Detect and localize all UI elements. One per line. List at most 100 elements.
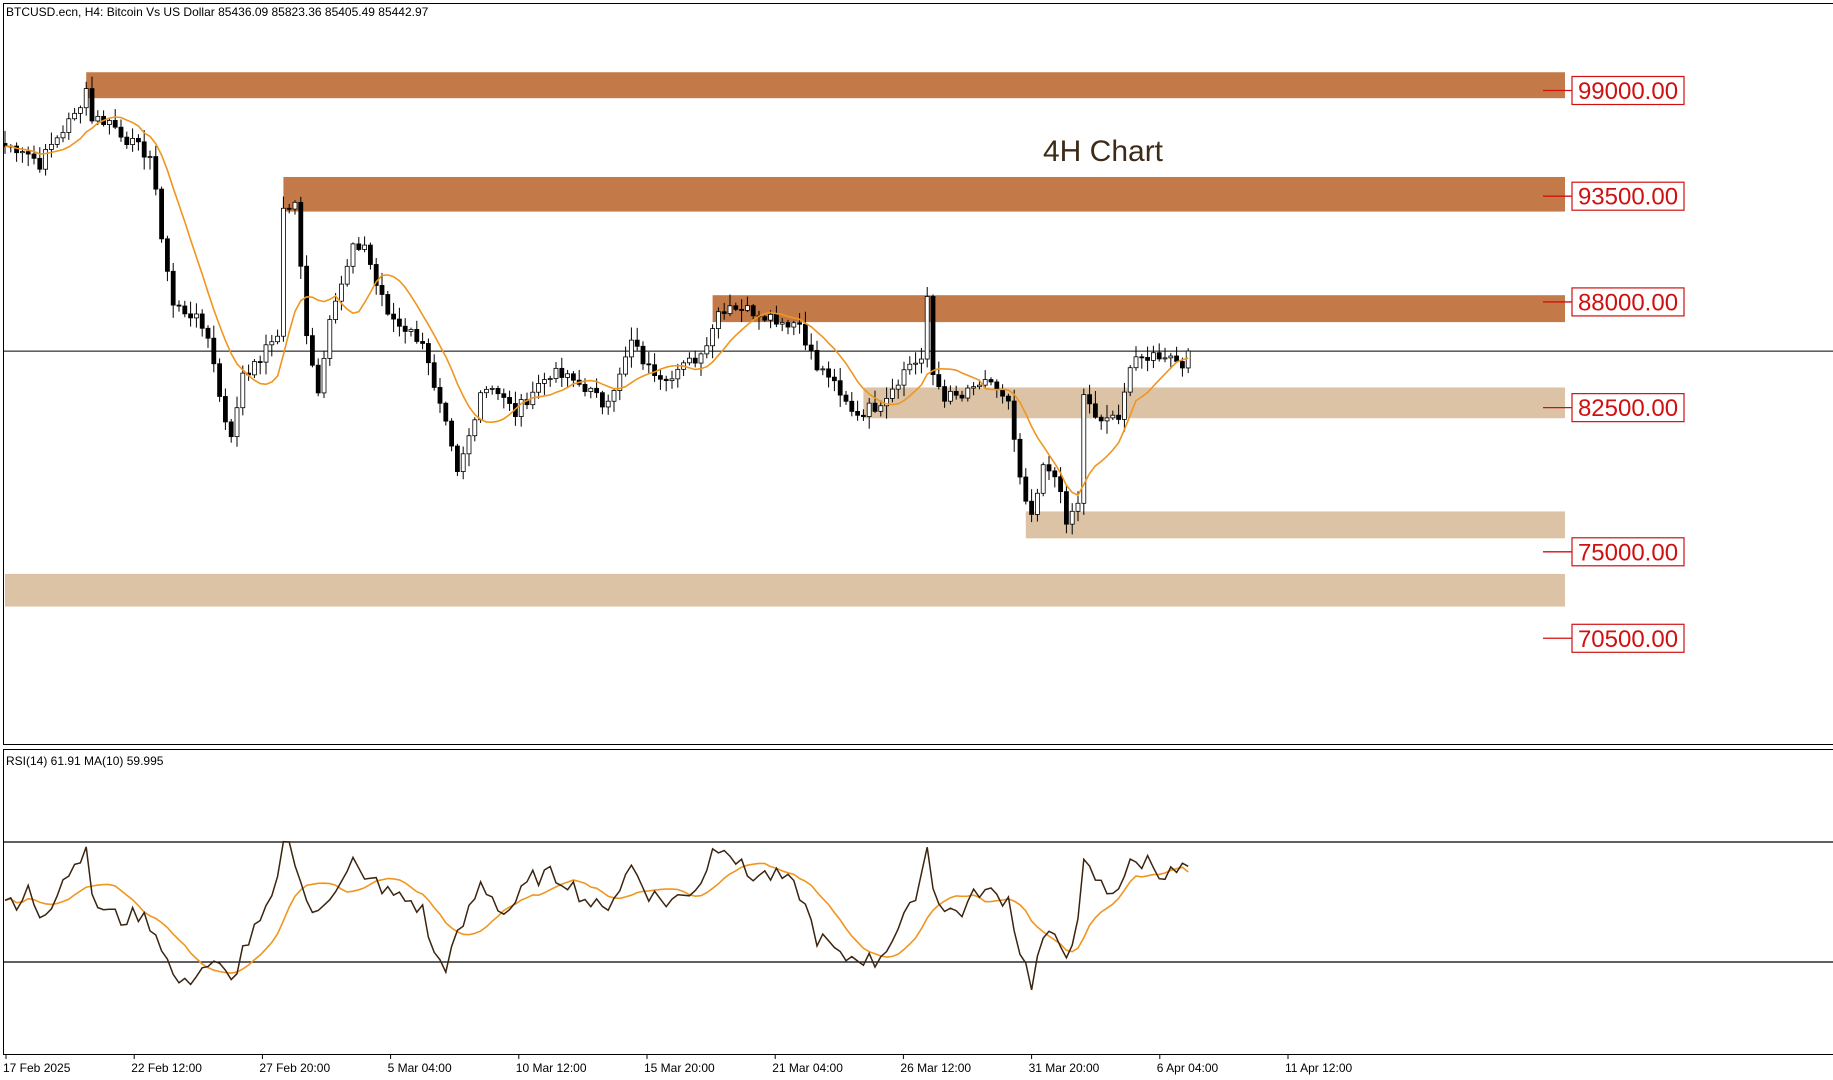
zone-support-70500 bbox=[5, 573, 1565, 607]
candle bbox=[1040, 462, 1046, 497]
candle-body bbox=[1139, 356, 1145, 359]
instrument-name: Bitcoin Vs US Dollar bbox=[107, 5, 215, 19]
candle bbox=[687, 352, 692, 366]
candle-body bbox=[1145, 357, 1150, 361]
candle-body bbox=[1017, 438, 1023, 478]
candle-body bbox=[855, 410, 860, 416]
candle-body bbox=[843, 394, 849, 402]
candle-body bbox=[948, 390, 953, 402]
candle bbox=[536, 374, 541, 399]
x-tick-label: 27 Feb 20:00 bbox=[259, 1061, 330, 1075]
candle bbox=[924, 287, 930, 368]
candle-body bbox=[1035, 492, 1040, 515]
candle-body bbox=[269, 341, 275, 346]
x-tick-label: 5 Mar 04:00 bbox=[388, 1061, 452, 1075]
candle-body bbox=[408, 329, 414, 332]
candle-body bbox=[43, 149, 48, 170]
candle bbox=[431, 354, 437, 391]
candle bbox=[953, 385, 959, 400]
candle-body bbox=[832, 376, 837, 382]
candle bbox=[147, 150, 153, 170]
candle bbox=[1093, 391, 1098, 419]
candle bbox=[391, 302, 397, 333]
candle-body bbox=[379, 285, 385, 295]
candle bbox=[1185, 348, 1191, 374]
candle bbox=[309, 327, 315, 368]
candle bbox=[1035, 488, 1040, 522]
candle-body bbox=[449, 420, 455, 447]
candle bbox=[820, 365, 826, 376]
candle-body bbox=[391, 313, 397, 320]
candle-body bbox=[1081, 394, 1087, 504]
candle-body bbox=[1040, 464, 1046, 494]
candle-body bbox=[141, 141, 147, 158]
candle bbox=[356, 237, 362, 252]
candle bbox=[936, 361, 942, 390]
candle-body bbox=[431, 362, 437, 388]
candle bbox=[942, 379, 947, 408]
candle bbox=[483, 386, 489, 399]
candle-body bbox=[1098, 416, 1104, 422]
candle bbox=[617, 367, 623, 401]
candle bbox=[669, 370, 675, 389]
candle-body bbox=[321, 357, 327, 394]
candle-body bbox=[1156, 352, 1162, 360]
candle bbox=[1168, 352, 1174, 369]
candle-body bbox=[605, 400, 611, 408]
candle bbox=[257, 355, 263, 375]
candle bbox=[449, 418, 455, 452]
candle-body bbox=[1011, 400, 1017, 440]
candle-body bbox=[1029, 500, 1034, 515]
candle-body bbox=[1069, 510, 1075, 525]
candle-body bbox=[687, 357, 692, 364]
candle bbox=[542, 372, 547, 395]
candle bbox=[124, 131, 130, 149]
candle bbox=[367, 242, 373, 270]
candle bbox=[327, 315, 333, 366]
candle bbox=[275, 329, 281, 345]
candle-body bbox=[1093, 403, 1098, 418]
candle-body bbox=[19, 151, 25, 154]
rsi-lines-layer bbox=[4, 840, 1189, 991]
candle-body bbox=[849, 400, 855, 412]
candle-body bbox=[774, 313, 779, 325]
candle bbox=[164, 235, 170, 282]
level-label-box bbox=[1571, 537, 1685, 567]
level-label-text: 70500.00 bbox=[1578, 626, 1678, 653]
candle-body bbox=[54, 137, 60, 145]
x-tick-label: 26 Mar 12:00 bbox=[900, 1061, 971, 1075]
candle bbox=[37, 147, 43, 173]
candle-body bbox=[982, 379, 988, 386]
candle bbox=[948, 385, 953, 405]
candle-body bbox=[89, 88, 95, 122]
candle bbox=[83, 81, 89, 116]
candle bbox=[385, 291, 391, 316]
candle bbox=[460, 446, 466, 480]
candle-body bbox=[280, 207, 286, 337]
candle bbox=[292, 200, 298, 215]
rsi-levels-layer bbox=[4, 841, 1833, 963]
candle-body bbox=[803, 323, 808, 346]
candle-body bbox=[315, 364, 321, 394]
candle bbox=[913, 352, 918, 375]
moving-average-layer bbox=[4, 116, 1189, 497]
candle bbox=[141, 130, 147, 170]
candle-body bbox=[971, 386, 976, 389]
candle bbox=[170, 262, 176, 318]
candle-body bbox=[385, 294, 391, 315]
candle-body bbox=[640, 345, 646, 365]
candle bbox=[101, 110, 106, 127]
candle bbox=[716, 307, 721, 339]
candle bbox=[692, 350, 698, 368]
candle-body bbox=[820, 368, 826, 371]
candle bbox=[600, 390, 605, 415]
candle bbox=[1064, 485, 1069, 534]
candle-body bbox=[304, 265, 310, 337]
candle-body bbox=[350, 243, 356, 267]
candle-body bbox=[727, 305, 733, 314]
candle-body bbox=[704, 345, 710, 355]
candle bbox=[112, 109, 118, 130]
candle bbox=[919, 347, 924, 374]
candle bbox=[855, 400, 860, 421]
candle-body bbox=[634, 339, 640, 347]
